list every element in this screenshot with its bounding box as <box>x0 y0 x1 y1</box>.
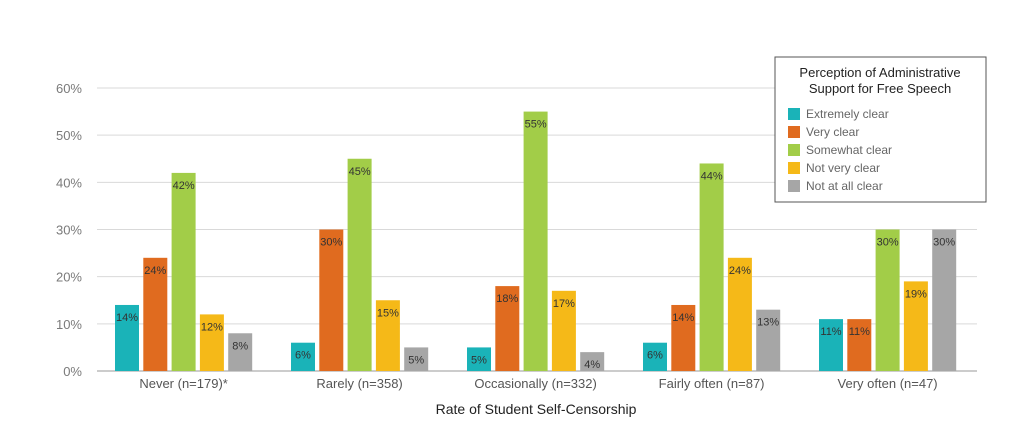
bar <box>671 304 696 371</box>
bar-data-label: 24% <box>144 265 166 277</box>
legend-entry: Extremely clear <box>806 107 889 121</box>
bar <box>875 229 900 371</box>
bar <box>580 352 605 371</box>
bar-data-label: 6% <box>295 350 311 362</box>
legend-swatch <box>788 162 800 174</box>
x-category-label: Fairly often (n=87) <box>659 376 765 391</box>
bar-data-label: 19% <box>905 288 927 300</box>
bar-data-label: 30% <box>320 237 342 249</box>
x-axis-label: Rate of Student Self-Censorship <box>436 401 637 417</box>
bar-data-label: 24% <box>729 265 751 277</box>
bar-data-label: 17% <box>553 298 575 310</box>
legend-entry: Somewhat clear <box>806 143 892 157</box>
bar-data-label: 45% <box>349 166 371 178</box>
y-axis-ticks: 0% 10% 20% 30% 40% 50% 60% <box>56 81 82 379</box>
bar <box>819 319 843 371</box>
bar-data-label: 5% <box>471 354 487 366</box>
bar <box>523 111 548 371</box>
legend-swatch <box>788 108 800 120</box>
legend-title-line2: Support for Free Speech <box>809 81 951 96</box>
y-tick-label: 60% <box>56 81 82 96</box>
bar <box>551 290 576 371</box>
legend-entry: Not very clear <box>806 161 880 175</box>
bar-data-label: 6% <box>647 350 663 362</box>
bar <box>495 286 520 371</box>
bar <box>404 347 429 371</box>
y-tick-label: 40% <box>56 175 82 190</box>
x-category-label: Occasionally (n=332) <box>474 376 596 391</box>
bar-data-label: 13% <box>757 317 779 329</box>
legend-swatch <box>788 126 800 138</box>
bar-data-label: 42% <box>173 180 195 192</box>
y-tick-label: 20% <box>56 270 82 285</box>
y-tick-label: 50% <box>56 128 82 143</box>
y-tick-label: 30% <box>56 223 82 238</box>
bar-data-label: 55% <box>525 119 547 131</box>
bar-data-label: 30% <box>933 237 955 249</box>
legend-entry: Very clear <box>806 125 859 139</box>
legend: Perception of Administrative Support for… <box>774 56 987 203</box>
x-category-label: Very often (n=47) <box>838 376 938 391</box>
bar <box>375 300 400 371</box>
bar-data-label: 44% <box>701 170 723 182</box>
bar-data-label: 12% <box>201 321 223 333</box>
bar-data-label: 4% <box>584 359 600 371</box>
bar <box>199 314 224 371</box>
legend-box <box>774 56 987 203</box>
bar <box>699 163 724 371</box>
bar-data-label: 18% <box>496 293 518 305</box>
bar <box>115 304 139 371</box>
y-tick-label: 0% <box>63 364 82 379</box>
x-category-label: Never (n=179)* <box>139 376 228 391</box>
bar-data-label: 11% <box>849 326 870 338</box>
bar-data-label: 14% <box>116 312 138 324</box>
bar <box>847 319 872 371</box>
bar-data-label: 11% <box>820 326 841 338</box>
bar-data-label: 14% <box>672 312 694 324</box>
bar <box>143 257 168 371</box>
bar-data-label: 5% <box>408 354 424 366</box>
legend-title-line1: Perception of Administrative <box>799 65 960 80</box>
y-tick-label: 10% <box>56 317 82 332</box>
bar <box>347 158 372 371</box>
bar <box>291 342 315 371</box>
bars: 14% 24% 42% 12% 8% 6% 30% 45% 15% 5% 5% 18% 55% 17% 4%… <box>115 111 957 371</box>
bar <box>171 172 196 371</box>
legend-swatch <box>788 180 800 192</box>
bar <box>643 342 667 371</box>
bar <box>319 229 344 371</box>
bar <box>932 229 957 371</box>
x-category-label: Rarely (n=358) <box>316 376 402 391</box>
bar <box>228 333 253 371</box>
legend-swatch <box>788 144 800 156</box>
legend-entry: Not at all clear <box>806 179 883 193</box>
bar-data-label: 8% <box>232 340 248 352</box>
x-axis-categories: Never (n=179)* Rarely (n=358) Occasionally… <box>139 376 937 391</box>
bar <box>467 347 491 371</box>
bar <box>903 281 928 371</box>
bar-data-label: 30% <box>877 237 899 249</box>
bar <box>727 257 752 371</box>
bar <box>756 309 781 371</box>
bar-data-label: 15% <box>377 307 399 319</box>
